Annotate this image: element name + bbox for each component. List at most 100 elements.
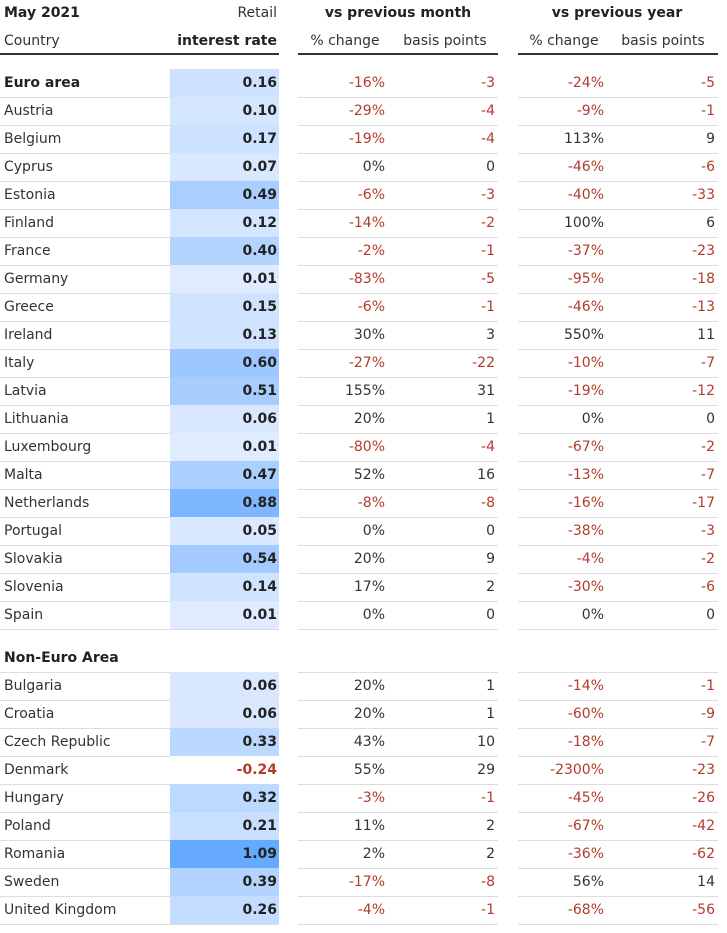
cell-value: -10%	[567, 355, 604, 371]
cell-value: -13	[692, 299, 715, 315]
cell-value: -8	[481, 495, 495, 511]
cell-value: 0.88	[242, 495, 277, 511]
cell-value: 0%	[581, 411, 604, 427]
cell-value: 0	[486, 523, 495, 539]
row-rule	[518, 461, 718, 462]
cell-value: -7	[701, 734, 715, 750]
cell-value: -3	[481, 75, 495, 91]
cell-value: 550%	[563, 327, 604, 343]
row-rule	[518, 756, 718, 757]
cell-value: 10	[477, 734, 495, 750]
cell-value: 9	[706, 131, 715, 147]
cell-value: 0.05	[242, 523, 277, 539]
cell-value: -23	[692, 762, 715, 778]
cell-value: 0.51	[242, 383, 277, 399]
row-rule	[0, 896, 279, 897]
row-rule	[298, 924, 498, 925]
cell-value: 0.14	[242, 579, 277, 595]
rate-shade	[170, 321, 279, 349]
cell-value: 0.06	[242, 678, 277, 694]
cell-value: 0.06	[242, 706, 277, 722]
cell-value: -19%	[348, 131, 385, 147]
cell-value: 2	[486, 846, 495, 862]
row-rule	[0, 405, 279, 406]
row-rule	[0, 153, 279, 154]
row-rule	[518, 125, 718, 126]
cell-value: -1	[701, 103, 715, 119]
country-name: Denmark	[4, 762, 69, 778]
country-name: Italy	[4, 355, 35, 371]
cell-value: -16%	[567, 495, 604, 511]
row-rule	[518, 321, 718, 322]
row-rule	[518, 700, 718, 701]
cell-value: -5	[701, 75, 715, 91]
row-rule	[298, 377, 498, 378]
row-rule	[518, 545, 718, 546]
row-rule	[0, 672, 279, 673]
cell-value: -68%	[567, 902, 604, 918]
cell-value: 0.16	[242, 75, 277, 91]
cell-value: -1	[481, 243, 495, 259]
cell-value: -17%	[348, 874, 385, 890]
row-rule	[518, 405, 718, 406]
cell-value: -36%	[567, 846, 604, 862]
cell-value: -16%	[348, 75, 385, 91]
row-rule	[0, 321, 279, 322]
cell-value: 0.33	[242, 734, 277, 750]
cell-value: 2	[486, 818, 495, 834]
rate-shade	[170, 97, 279, 125]
row-rule	[518, 728, 718, 729]
row-rule	[298, 265, 498, 266]
row-rule	[518, 237, 718, 238]
row-rule	[298, 868, 498, 869]
cell-value: 1.09	[242, 846, 277, 862]
cell-value: -30%	[567, 579, 604, 595]
rate-shade	[170, 125, 279, 153]
row-rule	[298, 700, 498, 701]
cell-value: -17	[692, 495, 715, 511]
country-name: Croatia	[4, 706, 55, 722]
rate-shade	[170, 377, 279, 405]
rate-shade	[170, 812, 279, 840]
month-group-label: vs previous month	[324, 5, 472, 21]
row-rule	[298, 573, 498, 574]
cell-value: 6	[706, 215, 715, 231]
rate-shade	[170, 433, 279, 461]
cell-value: 0.32	[242, 790, 277, 806]
row-rule	[0, 349, 279, 350]
country-name: Portugal	[4, 523, 62, 539]
cell-value: 0.40	[242, 243, 277, 259]
cell-value: -1	[481, 790, 495, 806]
row-rule	[0, 461, 279, 462]
cell-value: 14	[697, 874, 715, 890]
row-rule	[0, 784, 279, 785]
rate-shade	[170, 728, 279, 756]
cell-value: -8%	[357, 495, 385, 511]
cell-value: 0%	[362, 159, 385, 175]
rate-shade	[170, 896, 279, 924]
cell-value: -26	[692, 790, 715, 806]
country-label: Country	[4, 33, 60, 49]
cell-value: 31	[477, 383, 495, 399]
cell-value: -38%	[567, 523, 604, 539]
rate-shade	[170, 700, 279, 728]
cell-value: -2300%	[550, 762, 604, 778]
country-name: France	[4, 243, 51, 259]
row-rule	[0, 293, 279, 294]
cell-value: -3	[701, 523, 715, 539]
cell-value: -7	[701, 467, 715, 483]
cell-value: 1	[486, 411, 495, 427]
rate-shade	[170, 293, 279, 321]
retail-label: Retail	[237, 5, 277, 21]
cell-value: 11%	[353, 818, 385, 834]
cell-value: 55%	[353, 762, 385, 778]
cell-value: 0.07	[242, 159, 277, 175]
cell-value: -2	[701, 551, 715, 567]
rate-shade	[170, 545, 279, 573]
country-name: Slovakia	[4, 551, 63, 567]
rate-shade	[170, 672, 279, 700]
header-rule	[518, 53, 718, 55]
row-rule	[298, 896, 498, 897]
cell-value: 20%	[353, 551, 385, 567]
row-rule	[518, 349, 718, 350]
